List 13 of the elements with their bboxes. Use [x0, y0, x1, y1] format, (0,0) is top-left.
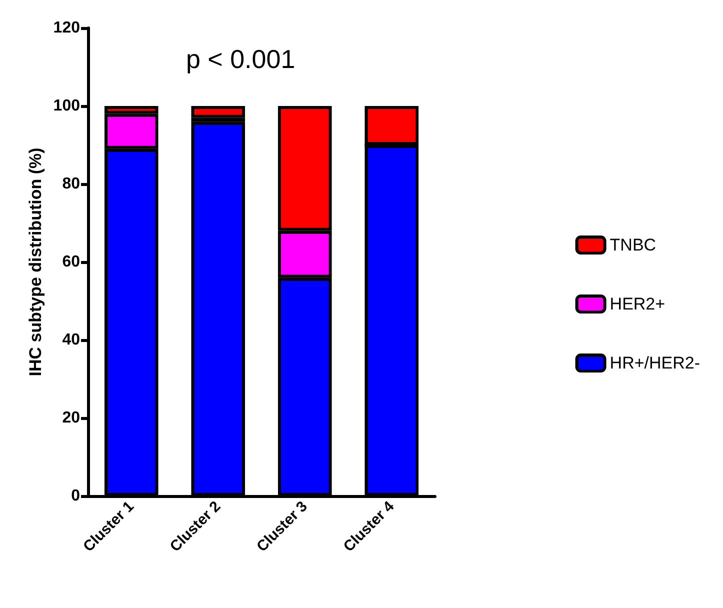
- y-tick-label: 80: [62, 176, 80, 192]
- y-axis-title: IHC subtype distribution (%): [26, 148, 45, 376]
- y-tick-label: 40: [62, 332, 80, 348]
- legend-label: TNBC: [610, 236, 656, 254]
- annotation: p < 0.001: [186, 44, 296, 74]
- bar: [191, 106, 246, 118]
- y-tick-label: 0: [71, 488, 80, 504]
- y-tick-label: 120: [53, 20, 80, 36]
- y-tick-label: 20: [62, 410, 80, 426]
- y-tick-label: 60: [62, 254, 80, 270]
- legend-label: HER2+: [610, 294, 666, 314]
- legend-label: HR+/HER2-: [610, 354, 700, 372]
- y-tick-label: 100: [53, 98, 80, 114]
